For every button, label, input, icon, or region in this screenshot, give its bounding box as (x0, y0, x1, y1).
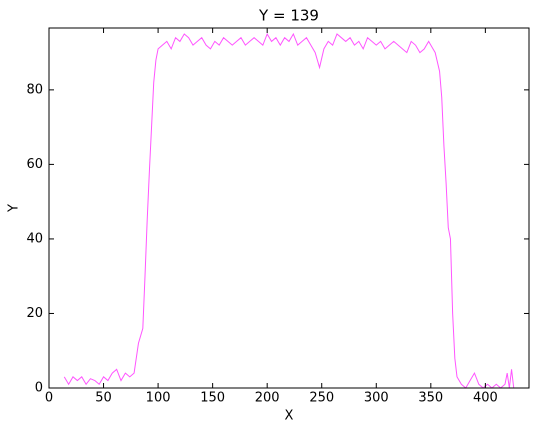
data-line (63, 32, 515, 389)
chart-title: Y = 139 (258, 7, 319, 25)
y-tick-label: 0 (35, 381, 43, 396)
y-tick-label: 80 (26, 82, 43, 97)
y-tick-label: 60 (26, 157, 43, 172)
x-axis-label: X (285, 409, 294, 424)
plot-frame (48, 27, 530, 389)
x-tick-label: 200 (255, 391, 280, 406)
x-tick-label: 350 (418, 391, 443, 406)
x-tick-label: 250 (309, 391, 334, 406)
x-tick-label: 150 (200, 391, 225, 406)
y-axis-label: Y (7, 204, 22, 213)
x-tick-label: 50 (95, 391, 112, 406)
y-tick-label: 40 (26, 231, 43, 246)
x-tick-label: 0 (45, 391, 53, 406)
x-tick-label: 100 (146, 391, 171, 406)
x-tick-label: 400 (473, 391, 498, 406)
x-tick-label: 300 (364, 391, 389, 406)
y-tick-label: 20 (26, 306, 43, 321)
